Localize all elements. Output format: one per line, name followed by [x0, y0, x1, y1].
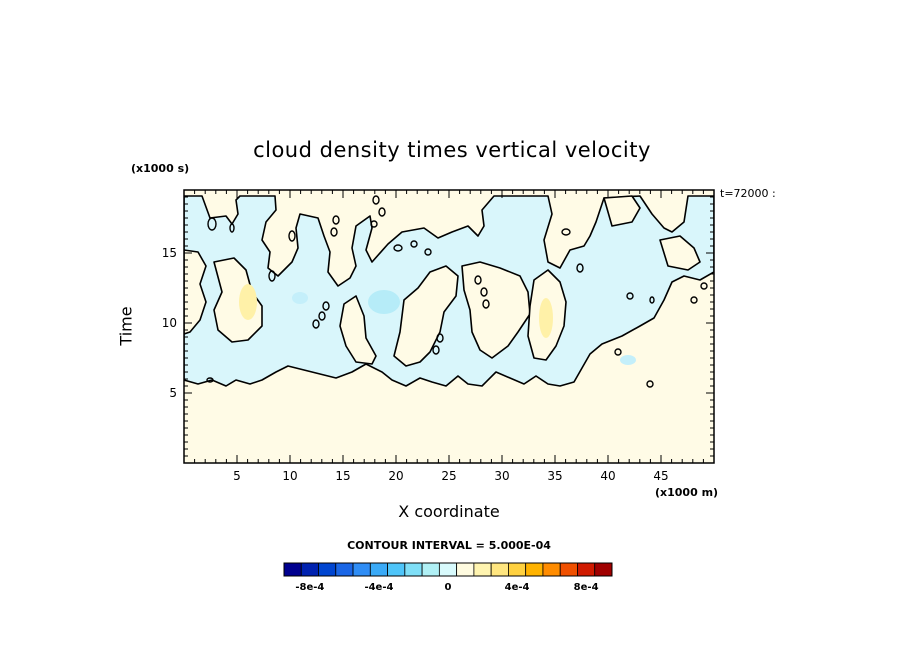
y-tick-label: 10 — [162, 316, 177, 330]
x-tick-label: 15 — [335, 469, 350, 483]
contour-gap — [393, 265, 459, 367]
x-tick-label: 45 — [653, 469, 668, 483]
x-tick-label: 40 — [600, 469, 615, 483]
colorbar — [283, 562, 613, 577]
contour-gap — [213, 257, 263, 343]
colorbar-swatch — [318, 562, 337, 577]
colorbar-swatch — [335, 562, 354, 577]
y-tick-label: 15 — [162, 246, 177, 260]
colorbar-swatch — [300, 562, 319, 577]
colorbar-swatch — [438, 562, 458, 577]
contour-gap — [461, 261, 531, 359]
y-axis-scale-label: (x1000 s) — [131, 162, 190, 175]
colorbar-swatch — [456, 562, 475, 577]
positive-core — [239, 284, 257, 320]
x-tick-label: 5 — [233, 469, 241, 483]
colorbar-swatch — [559, 562, 578, 577]
positive-core — [539, 298, 553, 338]
colorbar-swatch — [542, 562, 561, 577]
contour-field — [184, 190, 714, 463]
colorbar-label: -8e-4 — [295, 582, 324, 593]
negative-core — [368, 290, 400, 314]
negative-core — [292, 292, 308, 304]
contour-gap — [184, 249, 207, 335]
x-tick-label: 20 — [388, 469, 403, 483]
colorbar-swatch — [404, 562, 423, 577]
colorbar-swatch — [352, 562, 371, 577]
colorbar-labels: -8e-4 -4e-4 0 4e-4 8e-4 — [295, 582, 598, 593]
x-axis-label: X coordinate — [398, 502, 500, 521]
colorbar-swatch — [369, 562, 388, 577]
colorbar-label: -4e-4 — [364, 582, 393, 593]
x-axis-tick-labels: 5 10 15 20 25 30 35 40 45 — [233, 469, 668, 483]
colorbar-swatch — [387, 562, 406, 577]
colorbar-frame — [283, 562, 613, 577]
colorbar-label: 8e-4 — [574, 582, 599, 593]
colorbar-label: 4e-4 — [505, 582, 530, 593]
x-tick-label: 30 — [494, 469, 509, 483]
contour-gap — [659, 235, 701, 271]
colorbar-swatch — [594, 562, 613, 577]
x-axis-ticks — [194, 190, 704, 463]
y-axis-tick-labels: 5 10 15 — [162, 246, 177, 400]
chart-title: cloud density times vertical velocity — [253, 138, 651, 162]
colorbar-swatch — [525, 562, 544, 577]
x-tick-label: 25 — [441, 469, 456, 483]
contour-rings — [206, 195, 708, 388]
colorbar-swatch — [490, 562, 509, 577]
colorbar-swatch — [577, 562, 596, 577]
contour-gap — [339, 295, 377, 365]
contour-gap — [603, 195, 641, 227]
time-label: t=72000 : — [720, 187, 776, 200]
y-tick-label: 5 — [169, 386, 177, 400]
colorbar-swatch — [421, 562, 440, 577]
x-axis-scale-label: (x1000 m) — [655, 486, 719, 499]
colorbar-swatch — [283, 562, 302, 577]
colorbar-swatch — [508, 562, 527, 577]
colorbar-swatch — [473, 562, 492, 577]
contour-interval-label: CONTOUR INTERVAL = 5.000E-04 — [347, 539, 551, 552]
negative-core — [620, 355, 636, 365]
x-tick-label: 10 — [282, 469, 297, 483]
colorbar-label: 0 — [445, 582, 452, 593]
x-tick-label: 35 — [547, 469, 562, 483]
y-axis-ticks — [184, 196, 714, 457]
